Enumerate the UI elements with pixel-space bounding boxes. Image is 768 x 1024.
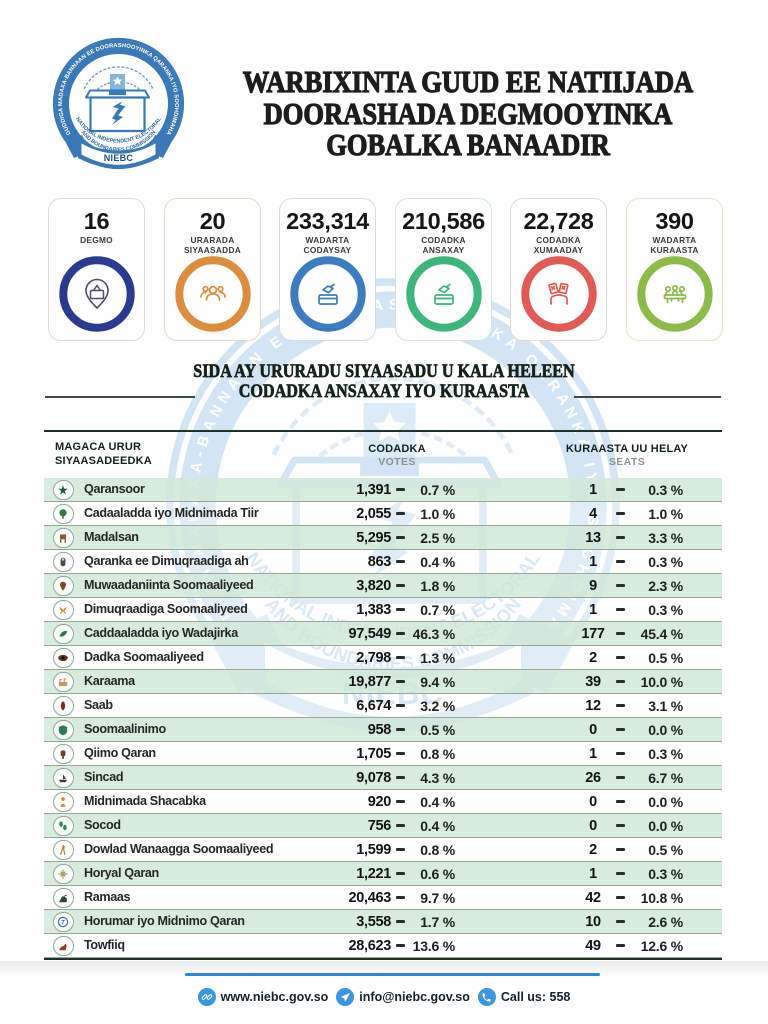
svg-text:7: 7 [61, 919, 65, 926]
svg-text:NIEBC: NIEBC [104, 153, 134, 163]
